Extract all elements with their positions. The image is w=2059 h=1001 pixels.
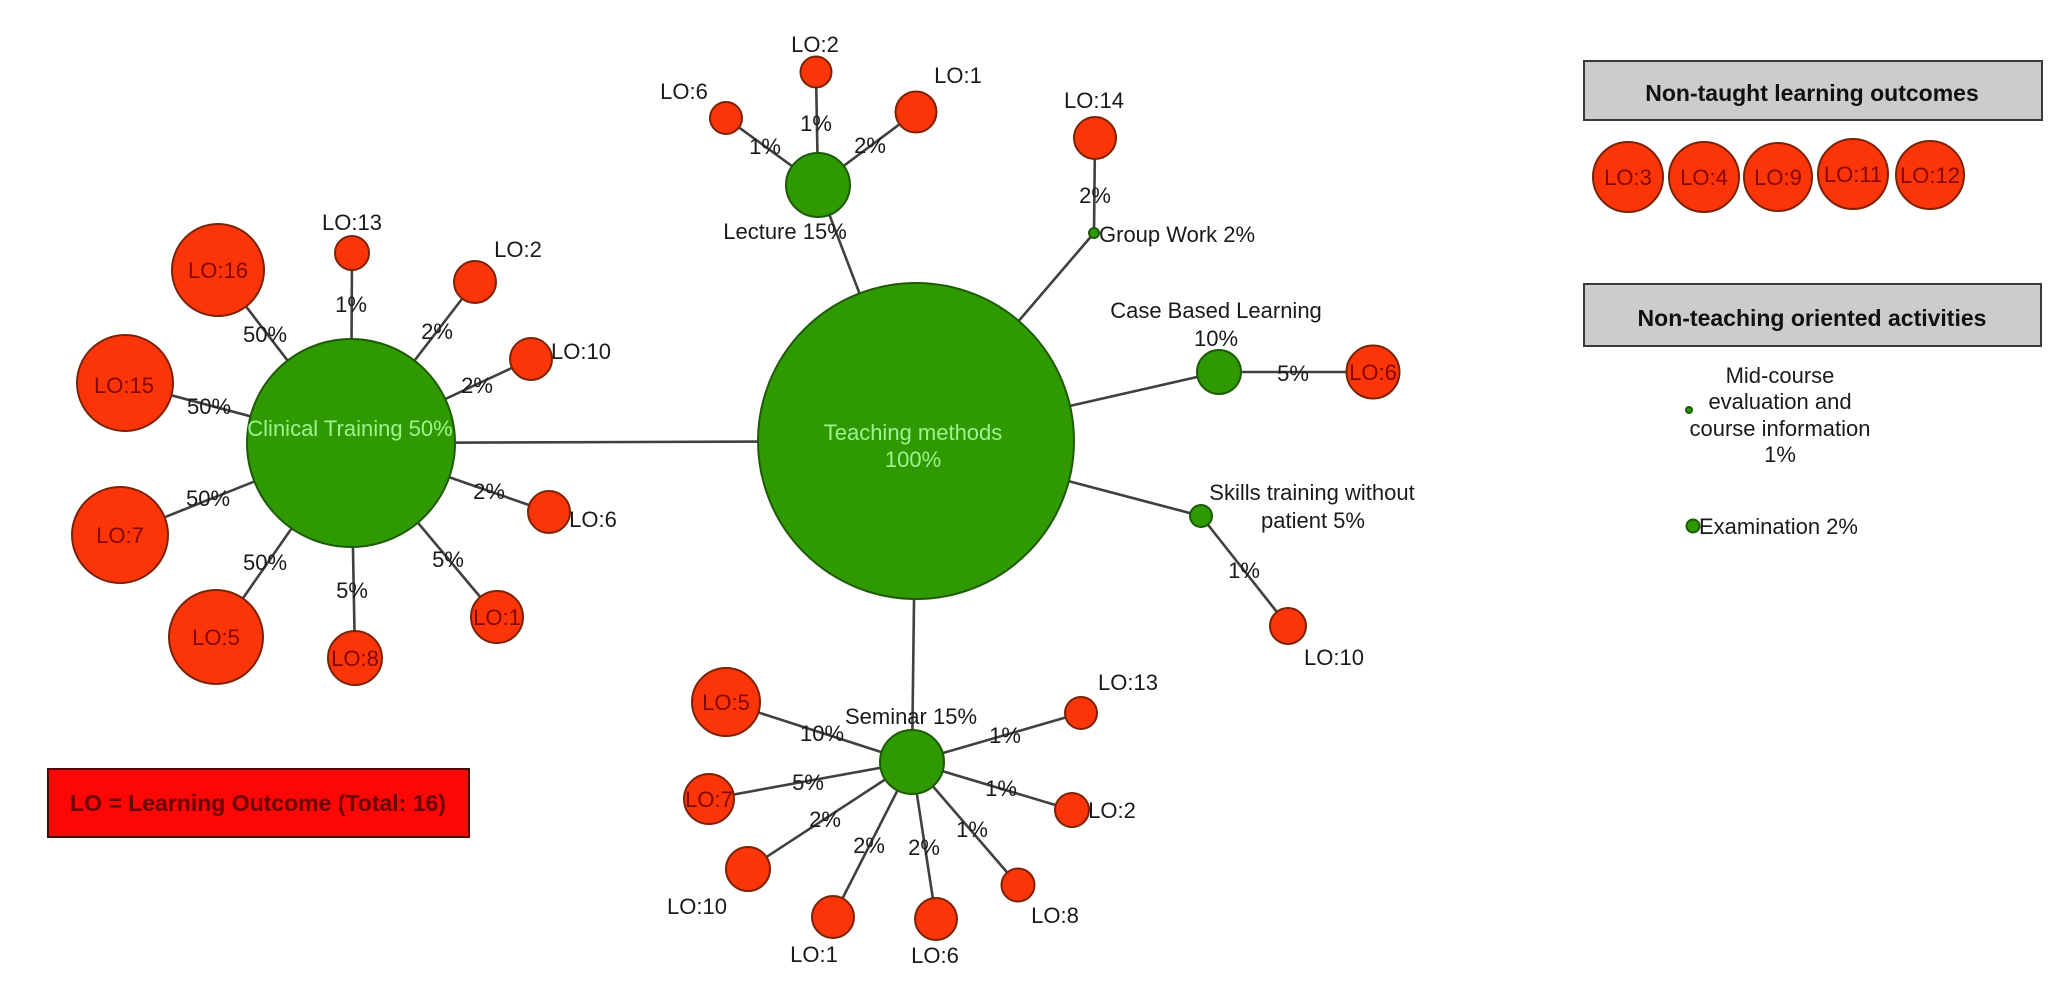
svg-text:1%: 1%: [749, 134, 781, 159]
svg-text:2%: 2%: [854, 133, 886, 158]
svg-text:50%: 50%: [187, 394, 231, 419]
svg-text:LO:2: LO:2: [494, 237, 542, 262]
svg-text:Case Based Learning: Case Based Learning: [1110, 298, 1322, 323]
svg-text:LO:4: LO:4: [1680, 165, 1728, 190]
svg-text:LO:11: LO:11: [1824, 162, 1882, 187]
svg-text:Seminar 15%: Seminar 15%: [845, 704, 977, 729]
svg-text:LO:10: LO:10: [551, 339, 611, 364]
svg-text:50%: 50%: [243, 550, 287, 575]
svg-text:2%: 2%: [908, 835, 940, 860]
svg-text:LO:16: LO:16: [188, 258, 248, 283]
svg-text:LO:8: LO:8: [1031, 903, 1079, 928]
svg-text:100%: 100%: [885, 447, 941, 472]
svg-text:LO = Learning Outcome (Total:: LO = Learning Outcome (Total: 16): [70, 790, 446, 816]
svg-text:LO:6: LO:6: [1349, 360, 1397, 385]
svg-text:5%: 5%: [336, 578, 368, 603]
svg-text:2%: 2%: [473, 479, 505, 504]
svg-text:LO:13: LO:13: [322, 210, 382, 235]
svg-text:LO:13: LO:13: [1098, 670, 1158, 695]
svg-text:LO:8: LO:8: [331, 646, 379, 671]
svg-text:2%: 2%: [421, 319, 453, 344]
svg-text:patient 5%: patient 5%: [1261, 508, 1365, 533]
svg-text:LO:9: LO:9: [1754, 165, 1802, 190]
svg-text:2%: 2%: [809, 807, 841, 832]
svg-text:5%: 5%: [432, 547, 464, 572]
svg-text:Examination 2%: Examination 2%: [1699, 514, 1858, 539]
svg-text:2%: 2%: [853, 833, 885, 858]
svg-text:Non-teaching oriented activiti: Non-teaching oriented activities: [1638, 305, 1987, 331]
svg-text:Clinical Training 50%: Clinical Training 50%: [247, 416, 452, 441]
svg-text:50%: 50%: [186, 486, 230, 511]
svg-text:1%: 1%: [989, 723, 1021, 748]
svg-text:LO:3: LO:3: [1604, 165, 1652, 190]
svg-text:LO:6: LO:6: [911, 943, 959, 968]
svg-text:LO:1: LO:1: [473, 605, 521, 630]
svg-text:1%: 1%: [956, 817, 988, 842]
svg-text:LO:15: LO:15: [94, 373, 154, 398]
svg-text:LO:1: LO:1: [790, 942, 838, 967]
svg-text:5%: 5%: [792, 770, 824, 795]
svg-text:LO:6: LO:6: [660, 79, 708, 104]
svg-text:LO:10: LO:10: [667, 894, 727, 919]
svg-text:LO:7: LO:7: [96, 523, 144, 548]
svg-text:1%: 1%: [800, 111, 832, 136]
svg-text:50%: 50%: [243, 322, 287, 347]
svg-text:Teaching methods: Teaching methods: [824, 420, 1003, 445]
svg-text:1%: 1%: [985, 776, 1017, 801]
svg-text:LO:5: LO:5: [192, 625, 240, 650]
svg-text:LO:7: LO:7: [685, 787, 733, 812]
svg-text:Skills training without: Skills training without: [1209, 480, 1414, 505]
svg-text:Non-taught learning outcomes: Non-taught learning outcomes: [1645, 80, 1979, 106]
svg-text:LO:14: LO:14: [1064, 88, 1124, 113]
svg-text:2%: 2%: [1079, 183, 1111, 208]
svg-text:LO:12: LO:12: [1900, 163, 1960, 188]
svg-text:Group Work 2%: Group Work 2%: [1099, 222, 1255, 247]
svg-text:LO:10: LO:10: [1304, 645, 1364, 670]
svg-text:LO:6: LO:6: [569, 507, 617, 532]
svg-text:10%: 10%: [800, 721, 844, 746]
svg-text:10%: 10%: [1194, 326, 1238, 351]
svg-text:Mid-course: Mid-course: [1726, 363, 1835, 388]
svg-text:Lecture 15%: Lecture 15%: [723, 219, 847, 244]
svg-text:1%: 1%: [1764, 442, 1796, 467]
svg-text:LO:1: LO:1: [934, 63, 982, 88]
svg-text:5%: 5%: [1277, 361, 1309, 386]
svg-text:2%: 2%: [461, 373, 493, 398]
svg-text:LO:2: LO:2: [1088, 798, 1136, 823]
svg-text:evaluation and: evaluation and: [1708, 389, 1851, 414]
svg-text:LO:5: LO:5: [702, 690, 750, 715]
svg-text:course information: course information: [1690, 416, 1871, 441]
svg-text:1%: 1%: [1228, 558, 1260, 583]
svg-text:LO:2: LO:2: [791, 32, 839, 57]
svg-text:1%: 1%: [335, 292, 367, 317]
